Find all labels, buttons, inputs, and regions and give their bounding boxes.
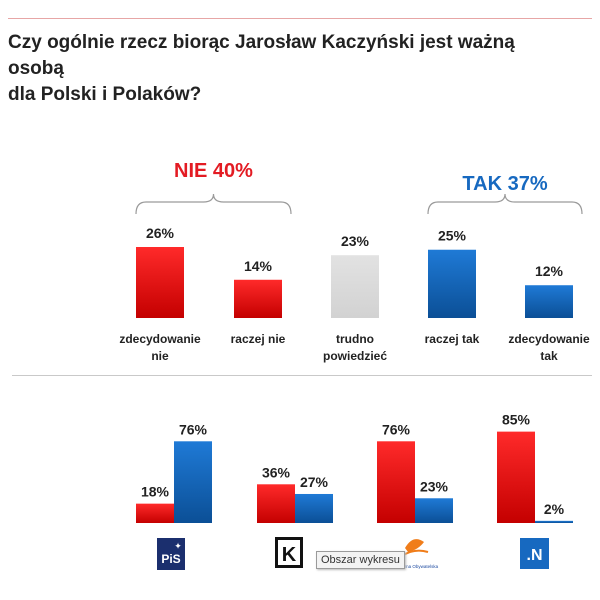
bar-value-label: 23%: [341, 233, 370, 249]
bar-value-label: 76%: [382, 421, 411, 437]
bar-nie-3: [497, 431, 535, 523]
bar-2: [331, 255, 379, 318]
bar-value-label: 14%: [244, 258, 273, 274]
kukiz-logo-inner: [278, 540, 300, 565]
pis-logo: [157, 538, 185, 570]
bar-tak-3: [535, 520, 573, 523]
category-label: nie: [151, 349, 169, 363]
bar-nie-0: [136, 503, 174, 523]
category-label: zdecydowanie: [119, 332, 201, 346]
party-logos: PiS✦ K Platforma Obywatelska .N: [157, 537, 549, 570]
category-label: trudno: [336, 332, 374, 346]
bar-value-label: 76%: [179, 421, 208, 437]
top-rule: [8, 18, 592, 19]
bar-tak-2: [415, 498, 453, 523]
bar-value-label: 25%: [438, 228, 467, 244]
title-line-1: Czy ogólnie rzecz biorąc Jarosław Kaczyń…: [8, 32, 515, 79]
bar-value-label: 12%: [535, 263, 564, 279]
top-chart: 26% zdecydowanie nie 14% raczej nie 23% trudno…: [119, 160, 590, 363]
eagle-icon: ✦: [174, 541, 182, 551]
chart-area-tooltip: Obszar wykresu: [316, 551, 405, 569]
bar-4: [525, 285, 573, 318]
section-divider: [12, 375, 592, 376]
bar-1: [234, 279, 282, 318]
po-logo-swoosh: [401, 549, 429, 557]
bar-value-label: 36%: [262, 464, 291, 480]
bar-0: [136, 247, 184, 318]
category-label: powiedzieć: [323, 349, 387, 363]
bar-3: [428, 249, 476, 318]
kukiz-logo-text: K: [282, 544, 297, 566]
pis-logo-text: PiS: [161, 552, 180, 566]
group-label: NIE 40%: [174, 160, 253, 182]
bar-value-label: 26%: [146, 225, 175, 241]
party-chart: 18% 76% 36% 27% 76% 23% 85% 2%: [136, 412, 573, 523]
category-label: raczej tak: [425, 332, 480, 346]
bar-value-label: 2%: [544, 501, 565, 517]
chart-title: Czy ogólnie rzecz biorąc Jarosław Kaczyń…: [8, 30, 568, 108]
po-logo-mark: [405, 539, 424, 552]
bar-nie-1: [257, 484, 295, 523]
category-label: raczej nie: [231, 332, 286, 346]
bar-value-label: 18%: [141, 484, 170, 500]
title-line-2: dla Polski i Polaków?: [8, 84, 202, 105]
bar-tak-0: [174, 441, 212, 523]
group-label: TAK 37%: [462, 173, 547, 195]
bar-nie-2: [377, 441, 415, 523]
bar-tak-1: [295, 493, 333, 523]
nowoczesna-logo: [520, 538, 549, 569]
bar-value-label: 85%: [502, 412, 531, 428]
group-bracket: [427, 193, 583, 215]
po-logo-text: Platforma Obywatelska: [392, 564, 439, 569]
bar-value-label: 23%: [420, 478, 449, 494]
nowoczesna-logo-text: .N: [527, 547, 543, 564]
group-bracket: [135, 193, 292, 215]
bar-value-label: 27%: [300, 474, 329, 490]
category-label: tak: [540, 349, 558, 363]
category-label: zdecydowanie: [508, 332, 590, 346]
